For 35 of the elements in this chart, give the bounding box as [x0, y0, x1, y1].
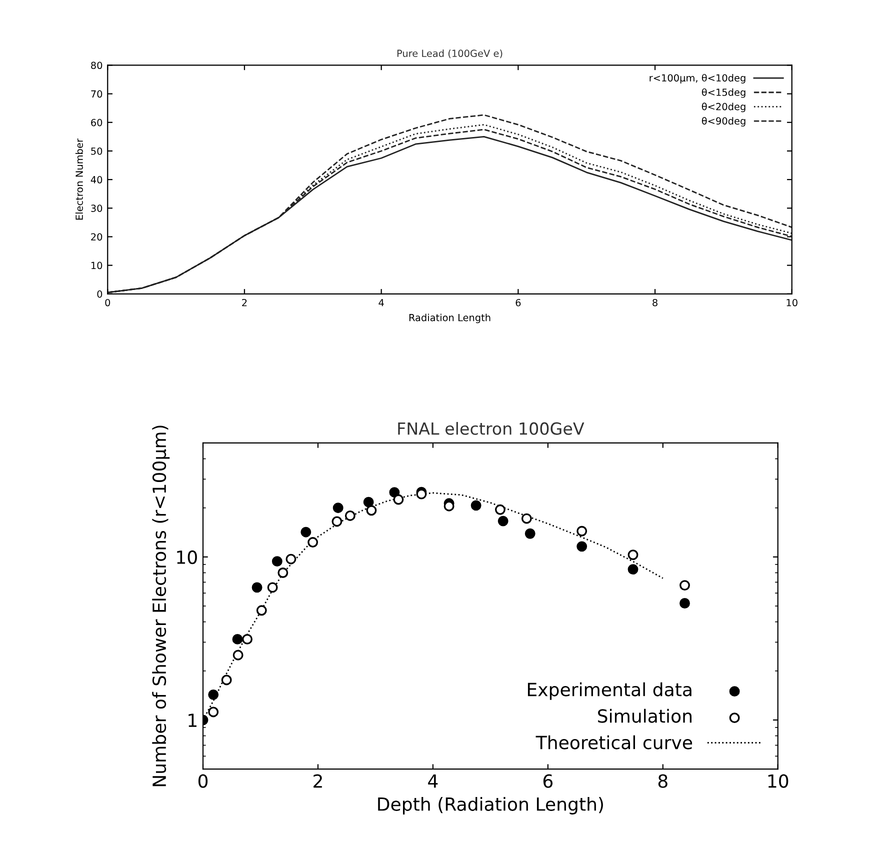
y-tick-label: 10 — [91, 262, 102, 270]
legend-label: Theoretical curve — [536, 735, 692, 750]
legend-label: θ<15deg — [702, 88, 746, 98]
x-tick-label: 10 — [768, 774, 788, 788]
y-tick-label: 1 — [188, 714, 196, 727]
x-tick-label: 0 — [198, 774, 208, 788]
y-tick-label: 50 — [91, 147, 102, 155]
y-tick-label: 20 — [91, 233, 102, 241]
y-axis-title: Number of Shower Electrons (r<100μm) — [152, 426, 170, 786]
x-tick-label: 4 — [378, 299, 384, 306]
x-axis-title: Radiation Length — [409, 314, 490, 324]
chart-title: Pure Lead (100GeV e) — [397, 50, 502, 58]
y-axis-title: Electron Number — [75, 138, 83, 220]
y-tick-label: 40 — [90, 176, 102, 184]
x-tick-label: 2 — [242, 298, 247, 306]
legend-label: Experimental data — [528, 682, 692, 700]
legend-label: r<100μm, θ<10deg — [650, 74, 746, 84]
y-tick-label: 70 — [91, 90, 102, 98]
x-tick-label: 6 — [516, 298, 521, 306]
chart-title: FNAL electron 100GeV — [398, 422, 584, 435]
x-tick-label: 8 — [652, 298, 658, 306]
x-tick-label: 8 — [658, 774, 668, 788]
y-tick-label: 0 — [97, 290, 102, 298]
y-tick-label: 80 — [91, 62, 102, 70]
legend-label: θ<90deg — [702, 117, 746, 126]
x-tick-label: 6 — [543, 774, 553, 788]
x-tick-label: 4 — [428, 774, 438, 788]
x-axis-title: Depth (Radiation Length) — [378, 796, 603, 814]
y-tick-label: 30 — [91, 204, 102, 212]
x-tick-label: 2 — [314, 774, 322, 788]
x-tick-label: 0 — [105, 298, 110, 306]
y-tick-label: 60 — [91, 118, 102, 126]
legend-label: Simulation — [598, 708, 692, 723]
legend-label: θ<20deg — [702, 102, 746, 112]
x-tick-label: 10 — [786, 298, 798, 306]
